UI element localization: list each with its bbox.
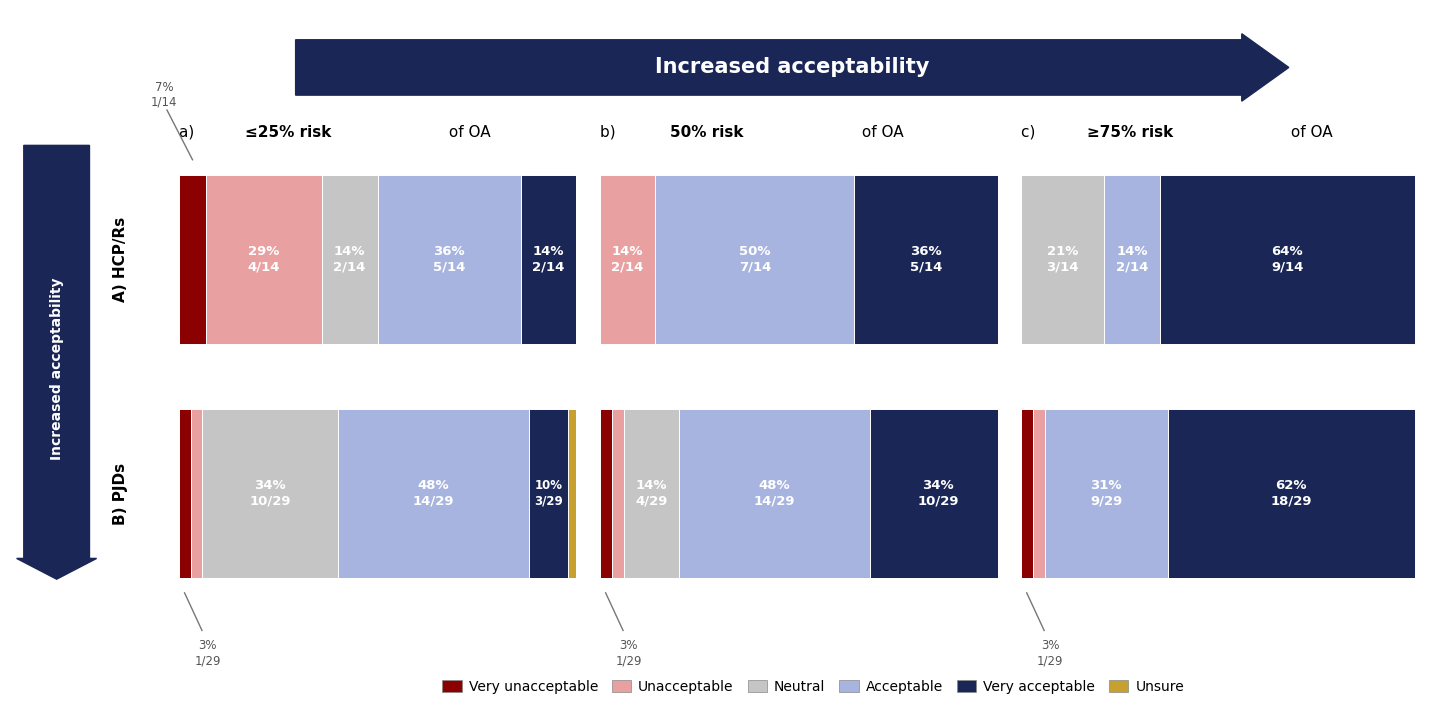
Text: 10%
3/29: 10% 3/29 (534, 479, 563, 508)
Text: 64%
9/14: 64% 9/14 (1270, 245, 1304, 273)
FancyArrow shape (16, 146, 97, 579)
Bar (569, 409, 581, 578)
Text: of OA: of OA (857, 124, 903, 140)
Bar (680, 409, 870, 578)
Bar (338, 409, 529, 578)
Bar (202, 409, 338, 578)
Bar (190, 409, 202, 578)
Bar (1167, 409, 1414, 578)
Bar (1021, 175, 1105, 344)
Text: 14%
4/29: 14% 4/29 (635, 479, 668, 508)
Bar (1021, 409, 1032, 578)
Text: 50%
7/14: 50% 7/14 (739, 245, 771, 273)
Text: 48%
14/29: 48% 14/29 (412, 479, 454, 508)
Bar (179, 409, 190, 578)
Bar (529, 409, 569, 578)
Bar (1044, 409, 1167, 578)
Text: 14%
2/14: 14% 2/14 (533, 245, 565, 273)
Text: of OA: of OA (444, 124, 491, 140)
Bar (600, 409, 611, 578)
Text: a): a) (179, 124, 199, 140)
Bar (655, 175, 854, 344)
Text: of OA: of OA (1286, 124, 1333, 140)
Text: Increased acceptability: Increased acceptability (49, 278, 64, 461)
Text: 62%
18/29: 62% 18/29 (1270, 479, 1313, 508)
Text: B) PJDs: B) PJDs (113, 462, 128, 525)
Bar (378, 175, 521, 344)
Text: ≥75% risk: ≥75% risk (1088, 124, 1173, 140)
Bar (1105, 175, 1160, 344)
FancyArrow shape (296, 33, 1289, 102)
Text: 50% risk: 50% risk (669, 124, 743, 140)
Text: 14%
2/14: 14% 2/14 (611, 245, 643, 273)
Text: 36%
5/14: 36% 5/14 (910, 245, 942, 273)
Text: 21%
3/14: 21% 3/14 (1047, 245, 1079, 273)
Bar (600, 175, 655, 344)
Bar (179, 175, 206, 344)
Text: 14%
2/14: 14% 2/14 (334, 245, 366, 273)
Text: 31%
9/29: 31% 9/29 (1090, 479, 1122, 508)
Text: 3%
1/29: 3% 1/29 (1037, 639, 1063, 667)
Bar (870, 409, 1005, 578)
Text: 34%
10/29: 34% 10/29 (918, 479, 958, 508)
Text: 7%
1/14: 7% 1/14 (151, 81, 177, 109)
Text: A) HCP/Rs: A) HCP/Rs (113, 217, 128, 302)
Legend: Very unacceptable, Unacceptable, Neutral, Acceptable, Very acceptable, Unsure: Very unacceptable, Unacceptable, Neutral… (437, 674, 1189, 699)
Bar (854, 175, 998, 344)
Text: 29%
4/14: 29% 4/14 (248, 245, 280, 273)
Bar (611, 409, 623, 578)
Text: 36%
5/14: 36% 5/14 (433, 245, 465, 273)
Text: b): b) (600, 124, 620, 140)
Bar (206, 175, 322, 344)
Text: Increased acceptability: Increased acceptability (655, 58, 929, 77)
Text: 14%
2/14: 14% 2/14 (1117, 245, 1149, 273)
Text: 48%
14/29: 48% 14/29 (754, 479, 796, 508)
Text: ≤25% risk: ≤25% risk (245, 124, 331, 140)
Bar (623, 409, 680, 578)
Text: 3%
1/29: 3% 1/29 (195, 639, 221, 667)
Bar (1032, 409, 1044, 578)
Text: 3%
1/29: 3% 1/29 (616, 639, 642, 667)
Text: c): c) (1021, 124, 1040, 140)
Bar (322, 175, 378, 344)
Text: 34%
10/29: 34% 10/29 (250, 479, 290, 508)
Bar (521, 175, 576, 344)
Bar (1160, 175, 1414, 344)
